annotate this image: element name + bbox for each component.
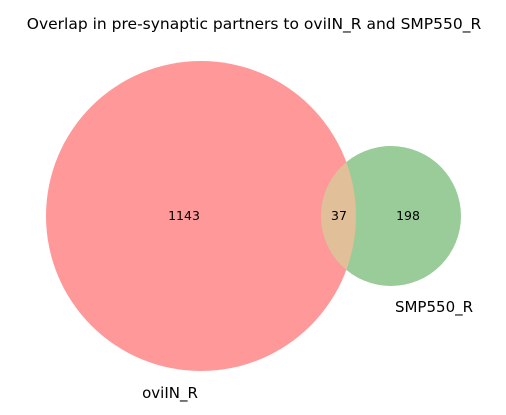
count-ovin-only: 1143 bbox=[168, 208, 200, 223]
set-circle-ovin bbox=[46, 61, 356, 371]
count-smp550-only: 198 bbox=[396, 208, 420, 223]
count-intersection: 37 bbox=[331, 208, 347, 223]
chart-title: Overlap in pre-synaptic partners to oviI… bbox=[27, 15, 482, 34]
set-circle-smp550 bbox=[321, 146, 461, 286]
set-label-ovin: oviIN_R bbox=[142, 384, 198, 403]
set-label-smp550: SMP550_R bbox=[395, 298, 473, 317]
